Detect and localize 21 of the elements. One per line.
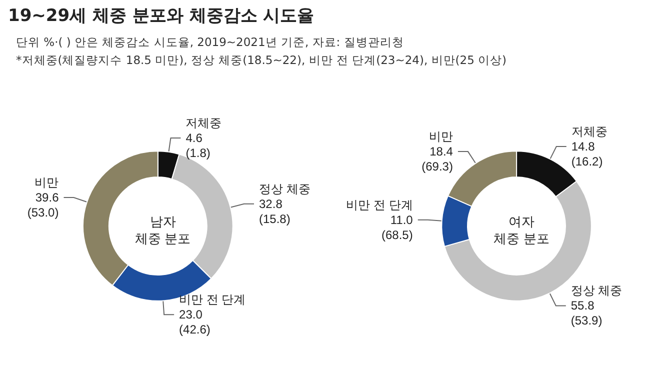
- slice-label: 비만: [428, 130, 453, 144]
- slice-label: 비만 전 단계: [179, 292, 246, 307]
- data-label: 55.8 (53.9): [570, 298, 602, 328]
- data-label: 4.6 (1.8): [186, 131, 210, 160]
- data-label: 39.6 (53.0): [27, 190, 60, 220]
- text: 남자 체중 분포: [135, 214, 191, 246]
- slice-label: 저체중: [571, 124, 608, 139]
- data-label: 14.8 (16.2): [571, 140, 603, 169]
- slice-label: 정상 체중: [570, 284, 622, 298]
- data-label: 23.0 (42.6): [179, 308, 210, 337]
- data-label: 32.8 (15.8): [259, 196, 290, 226]
- slice-label: 비만 전 단계: [346, 198, 413, 212]
- text: 단위 %·( ) 안은 체중감소 시도율, 2019~2021년 기준, 자료: 질병관리청: [16, 35, 405, 50]
- slice-label: 저체중: [186, 116, 222, 130]
- data-label: 11.0 (68.5): [382, 212, 414, 242]
- text: 여자 체중 분포: [494, 214, 550, 246]
- slice-label: 비만: [34, 175, 59, 190]
- data-label: 18.4 (69.3): [422, 144, 454, 174]
- text: 19~29세 체중 분포와 체중감소 시도율: [8, 5, 316, 27]
- text: *저체중(체질량지수 18.5 미만), 정상 체중(18.5~22), 비만 전 단계(23~24), 비만(25 이상): [16, 53, 508, 68]
- slice-label: 정상 체중: [259, 182, 310, 196]
